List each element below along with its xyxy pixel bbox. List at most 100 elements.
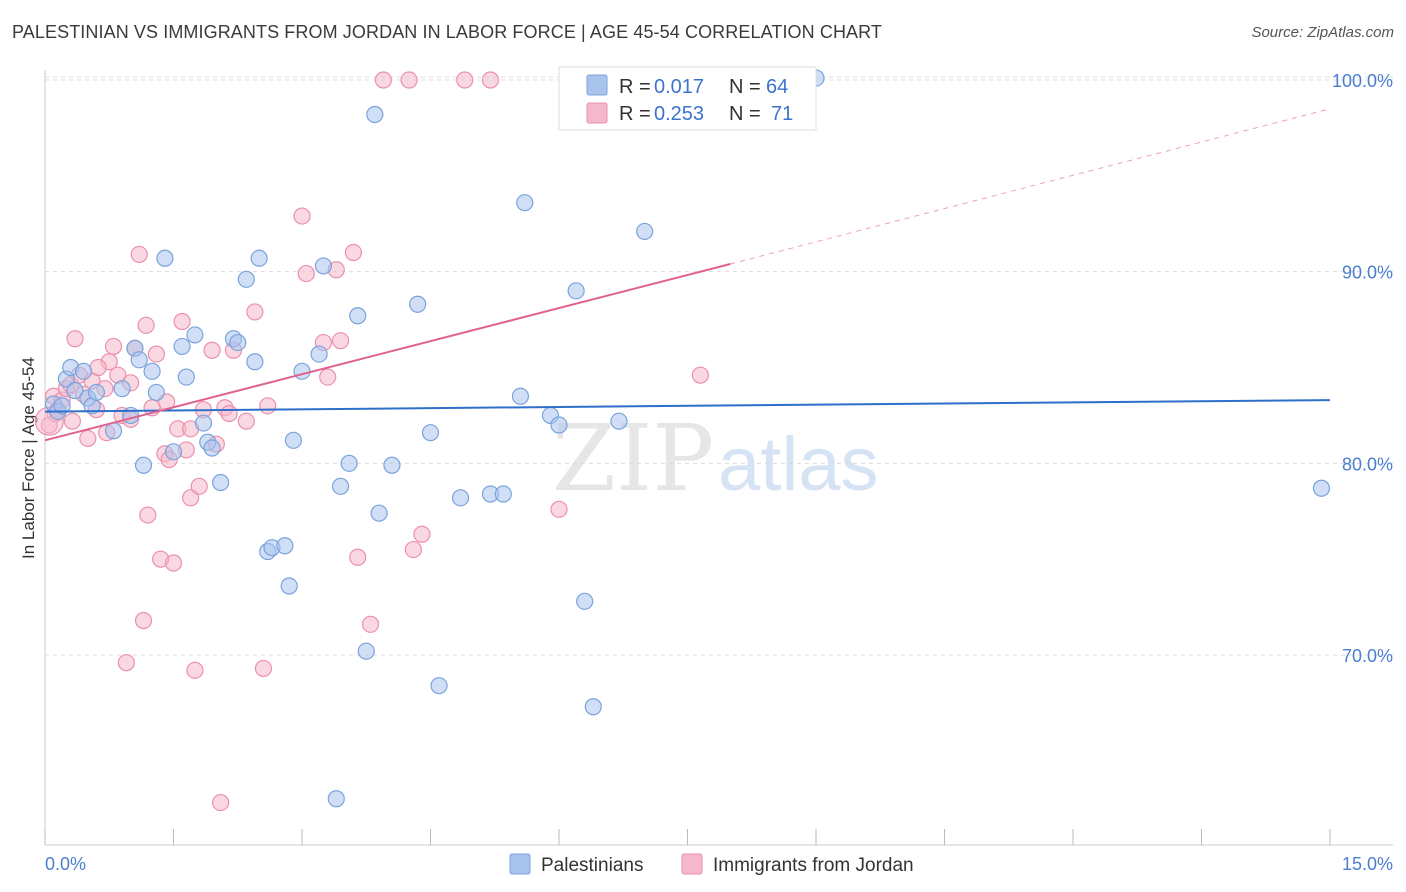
jordan-point-54 (361, 615, 380, 633)
palestinians-point-16 (143, 362, 161, 380)
palestinians-point-35 (280, 577, 298, 595)
jordan-point-38 (212, 793, 230, 812)
jordan-point-58 (413, 525, 431, 543)
bottom-legend-label-jordan: Immigrants from Jordan (713, 855, 914, 876)
jordan-point-45 (259, 397, 277, 415)
palestinians-point-28 (229, 333, 247, 352)
palestinians-point-15 (134, 456, 153, 474)
palestinians-point-45 (366, 105, 384, 124)
palestinians-point-31 (250, 249, 268, 267)
legend-n-value-1: 64 (766, 76, 788, 98)
bottom-legend-swatch-jordan (681, 853, 703, 875)
palestinians-point-40 (327, 790, 345, 808)
legend-n-label-2: N = (729, 103, 761, 125)
palestinians-point-26 (212, 473, 230, 492)
bottom-legend-swatch-palestinians (509, 853, 531, 875)
palestinians-point-53 (494, 485, 512, 503)
palestinians-point-19 (164, 443, 183, 461)
jordan-point-49 (319, 368, 337, 386)
palestinians-point-22 (186, 326, 204, 344)
jordan-point-64 (63, 412, 82, 430)
palestinians-point-57 (550, 416, 568, 434)
palestinians-point-59 (576, 592, 594, 610)
y-tick-label-90: 90.0% (1342, 263, 1393, 283)
jordan-point-40 (220, 404, 238, 423)
palestinians-point-21 (177, 368, 195, 386)
palestinians-point-18 (156, 249, 174, 267)
palestinians-point-43 (349, 307, 367, 325)
palestinians-point-25 (203, 439, 221, 457)
palestinians-point-30 (246, 353, 264, 371)
palestinians-point-34 (276, 537, 294, 555)
y-axis-label: In Labor Force | Age 45-54 (19, 357, 38, 559)
legend-swatch-blue (586, 74, 608, 96)
jordan-point-65 (89, 358, 107, 377)
jordan-point-55 (374, 71, 392, 89)
palestinians-point-48 (409, 295, 427, 313)
palestinians-point-62 (636, 222, 654, 241)
y-tick-label-100: 100.0% (1332, 71, 1393, 91)
palestinians-point-36 (284, 431, 303, 449)
jordan-point-34 (190, 477, 208, 495)
palestinians-point-23 (194, 414, 213, 432)
bottom-legend-label-palestinians: Palestinians (541, 855, 643, 876)
jordan-point-33 (186, 661, 204, 679)
jordan-point-51 (331, 332, 350, 350)
legend-n-label-1: N = (729, 76, 761, 98)
trend-lines (44, 108, 1331, 442)
series-palestinians (44, 69, 1331, 808)
legend-r-value-2: 0.253 (654, 103, 704, 125)
palestinians-point-6 (74, 362, 93, 380)
x-ticks: 0.0% 15.0% (44, 829, 1393, 874)
jordan-point-68 (137, 316, 155, 334)
palestinians-point-37 (293, 362, 311, 380)
palestinians-point-41 (331, 477, 350, 495)
trend-line-palestinians (44, 399, 1331, 413)
legend-swatch-pink (586, 102, 608, 124)
legend-n-value-2: 71 (771, 103, 793, 125)
palestinians-point-51 (451, 489, 470, 507)
palestinians-point-14 (130, 351, 148, 369)
correlation-legend: R = 0.017 N = 64 R = 0.253 N = 71 (558, 66, 817, 131)
jordan-point-21 (134, 611, 153, 630)
jordan-point-6 (66, 330, 84, 348)
jordan-point-17 (117, 654, 135, 672)
watermark-zip: ZIP (552, 405, 714, 512)
jordan-point-22 (139, 506, 157, 524)
palestinians-point-58 (567, 282, 585, 300)
trend-line-jordan (44, 263, 731, 442)
y-tick-labels: 70.0% 80.0% 90.0% 100.0% (1332, 71, 1393, 666)
chart-title: PALESTINIAN VS IMMIGRANTS FROM JORDAN IN… (12, 22, 883, 42)
jordan-point-42 (237, 412, 255, 430)
palestinians-point-60 (584, 698, 602, 716)
jordan-point-52 (344, 243, 362, 262)
x-tick-label-min: 0.0% (45, 854, 86, 874)
jordan-point-36 (203, 341, 221, 359)
jordan-point-44 (254, 659, 273, 678)
watermark-atlas: atlas (718, 422, 879, 507)
palestinians-point-9 (87, 383, 106, 402)
palestinians-point-38 (310, 345, 328, 363)
jordan-point-43 (246, 303, 264, 321)
jordan-point-56 (400, 71, 418, 89)
palestinians-point-46 (370, 504, 388, 522)
jordan-point-46 (293, 207, 311, 225)
palestinians-point-17 (147, 383, 165, 402)
legend-r-label-2: R = (619, 103, 651, 125)
palestinians-point-29 (237, 270, 255, 288)
jordan-point-32 (182, 489, 200, 507)
palestinians-point-61 (610, 412, 628, 430)
source-credit: Source: ZipAtlas.com (1251, 24, 1394, 41)
axes (44, 70, 1393, 846)
palestinians-point-47 (383, 456, 401, 474)
jordan-point-24 (147, 345, 165, 363)
jordan-point-53 (349, 548, 367, 566)
palestinians-point-50 (430, 677, 448, 695)
jordan-point-61 (550, 500, 568, 518)
palestinians-point-44 (357, 642, 375, 660)
palestinians-point-54 (511, 387, 530, 405)
jordan-point-47 (297, 264, 315, 283)
palestinians-point-49 (421, 424, 440, 442)
y-tick-label-70: 70.0% (1342, 646, 1393, 666)
